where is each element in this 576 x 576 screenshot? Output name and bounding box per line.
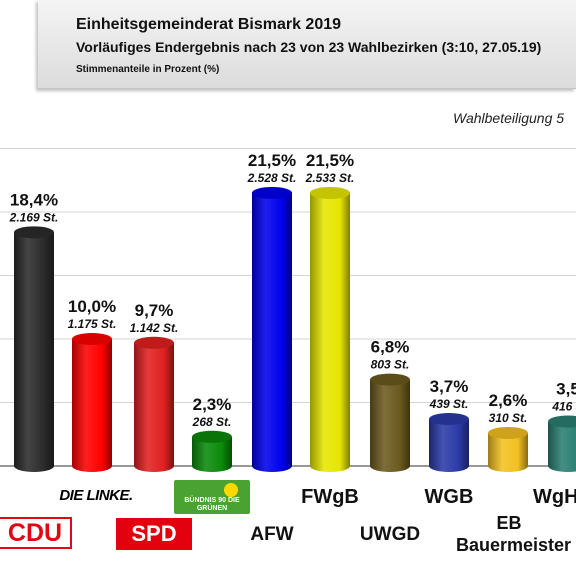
bar-7 [370, 373, 410, 472]
votes-label-8: 439 St. [429, 397, 469, 411]
bar-2 [72, 333, 112, 472]
bar-9 [488, 426, 528, 472]
bar-top-8 [429, 413, 469, 426]
sunflower-icon [224, 483, 238, 497]
bar-base-4 [192, 460, 232, 472]
bar-4 [192, 430, 232, 472]
bar-body-6 [310, 192, 350, 466]
bar-base-5 [252, 460, 292, 472]
bar-top-5 [252, 186, 292, 199]
votes-label-3: 1.142 St. [130, 321, 179, 335]
bar-base-8 [429, 460, 469, 472]
bar-5 [252, 186, 292, 472]
votes-label-7: 803 St. [371, 358, 410, 372]
bar-top-6 [310, 186, 350, 199]
gruene-logo-text: BÜNDNIS 90 DIE GRÜNEN [184, 497, 240, 512]
bar-body-8 [429, 419, 469, 466]
value-label-1: 18,4% [10, 190, 58, 209]
bar-10 [548, 415, 576, 472]
party-labels-group: FWgB WGB WgH AFW UWGD EB Bauermeister [250, 486, 576, 555]
party-label-fwgb: FWgB [301, 486, 359, 508]
bar-body-3 [134, 342, 174, 466]
bar-base-10 [548, 460, 576, 472]
bars-group [14, 186, 576, 472]
bar-1 [14, 226, 54, 472]
party-label-bauermeister: Bauermeister [456, 535, 571, 555]
votes-label-9: 310 St. [489, 411, 528, 425]
bar-top-2 [72, 333, 112, 345]
chart-header: Einheitsgemeinderat Bismark 2019 Vorläuf… [38, 0, 576, 89]
chart-title: Einheitsgemeinderat Bismark 2019 [76, 16, 342, 33]
turnout-label: Wahlbeteiligung 5 [453, 110, 564, 126]
bar-body-1 [14, 232, 54, 466]
party-label-afw: AFW [250, 524, 293, 545]
die-linke-logo: DIE LINKE. [58, 485, 134, 507]
value-label-10: 3,5 [556, 380, 576, 399]
cdu-logo: CDU [0, 517, 72, 549]
value-label-3: 9,7% [135, 301, 174, 320]
bar-body-10 [548, 421, 576, 466]
votes-label-10: 416 S [551, 400, 576, 414]
bar-base-1 [14, 460, 54, 472]
value-label-5: 21,5% [248, 151, 296, 170]
value-label-9: 2,6% [489, 391, 528, 410]
bar-body-5 [252, 192, 292, 466]
spd-logo: SPD [116, 518, 192, 550]
bar-base-7 [370, 460, 410, 472]
bar-base-6 [310, 460, 350, 472]
votes-label-5: 2.528 St. [247, 171, 297, 185]
votes-label-6: 2.533 St. [305, 171, 355, 185]
bar-top-10 [548, 415, 576, 428]
bar-top-3 [134, 336, 174, 349]
chart-subtitle: Vorläufiges Endergebnis nach 23 von 23 W… [76, 39, 542, 55]
bar-top-9 [488, 426, 528, 439]
votes-label-2: 1.175 St. [68, 317, 117, 331]
bar-8 [429, 413, 469, 472]
bar-labels-group: 18,4%2.169 St. 10,0%1.175 St. 9,7%1.142 St… [9, 151, 576, 429]
party-label-uwgd: UWGD [360, 524, 420, 545]
votes-label-1: 2.169 St. [9, 210, 59, 224]
bar-base-2 [72, 460, 112, 472]
bar-body-2 [72, 339, 112, 466]
value-label-4: 2,3% [193, 395, 232, 414]
value-label-2: 10,0% [68, 297, 116, 316]
party-label-wgb: WGB [425, 486, 474, 508]
bar-top-7 [370, 373, 410, 386]
bar-top-4 [192, 430, 232, 443]
party-label-eb: EB [496, 513, 521, 533]
value-label-8: 3,7% [430, 377, 469, 396]
bar-base-3 [134, 460, 174, 472]
value-label-7: 6,8% [371, 338, 410, 357]
bar-top-1 [14, 226, 54, 239]
value-label-6: 21,5% [306, 151, 354, 170]
bar-base-9 [488, 460, 528, 472]
votes-label-4: 268 St. [192, 415, 232, 429]
unit-note: Stimmenanteile in Prozent (%) [76, 64, 220, 75]
bar-body-7 [370, 379, 410, 466]
bar-3 [134, 336, 174, 472]
party-label-wgh: WgH [533, 486, 576, 508]
bar-6 [310, 186, 350, 472]
gruene-logo: BÜNDNIS 90 DIE GRÜNEN [174, 480, 250, 514]
